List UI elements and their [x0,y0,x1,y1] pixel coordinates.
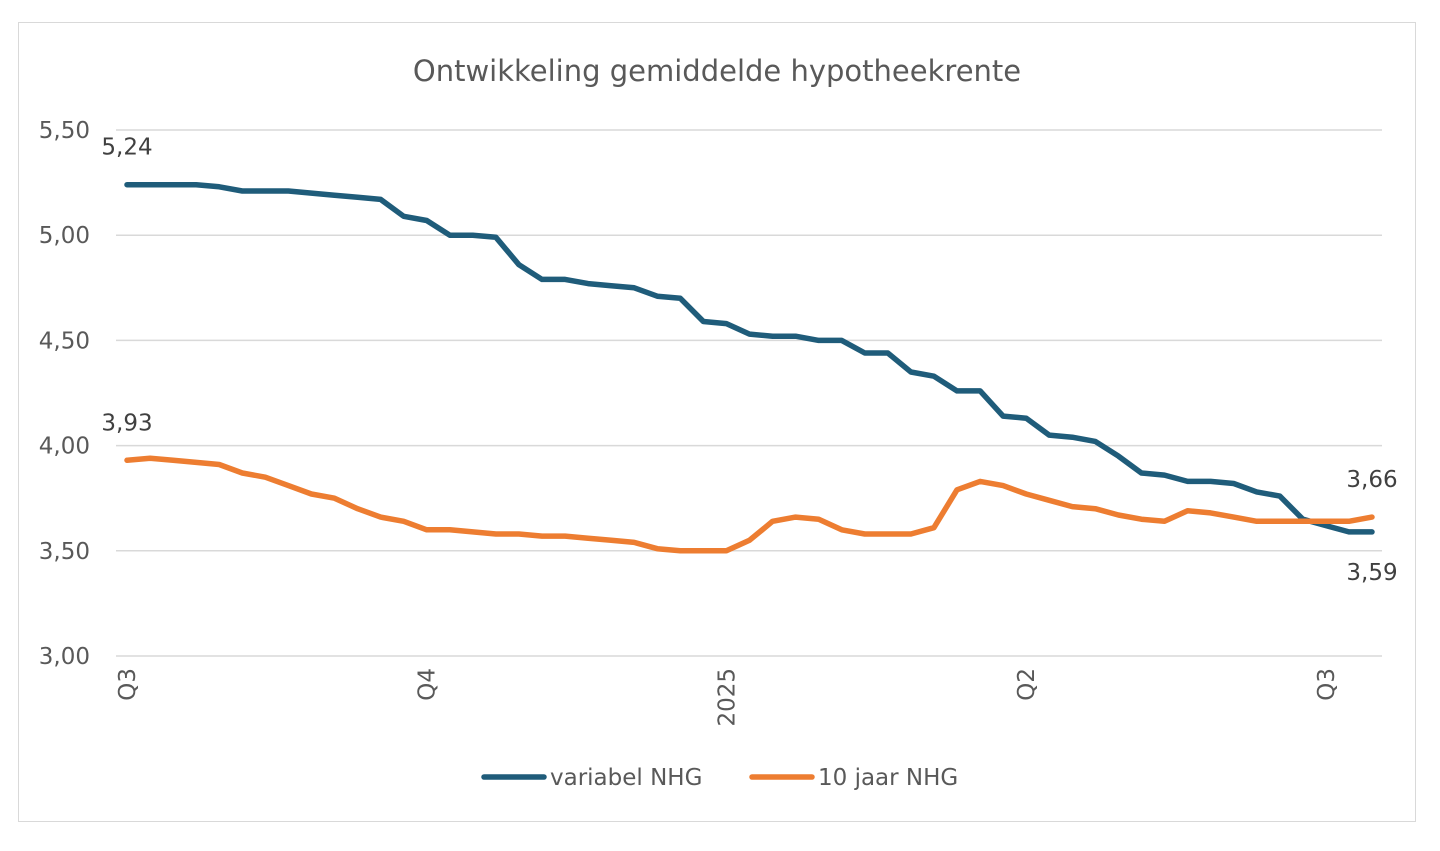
chart-title: Ontwikkeling gemiddelde hypotheekrente [413,54,1021,88]
x-tick-label: Q2 [1014,668,1040,701]
x-tick-label: 2025 [714,668,740,727]
y-tick-label: 3,00 [39,644,90,670]
legend-label: variabel NHG [550,765,702,791]
legend: variabel NHG 10 jaar NHG [481,765,958,791]
series-line-variabel-nhg [124,181,1375,535]
legend-label: 10 jaar NHG [818,765,958,791]
x-tick-label: Q4 [415,668,441,701]
series-line-10-jaar-nhg [124,455,1375,554]
y-tick-label: 3,50 [39,539,90,565]
x-tick-label: Q3 [115,668,141,701]
data-label: 3,66 [1346,467,1397,493]
y-axis-ticks: 3,00 3,50 4,00 4,50 5,00 5,50 [39,118,90,670]
data-labels: 5,24 3,93 3,66 3,59 [101,135,1397,586]
x-axis-ticks: Q3 Q4 2025 Q2 Q3 [115,668,1340,727]
y-tick-label: 4,50 [39,328,90,354]
y-tick-label: 4,00 [39,434,90,460]
legend-item: 10 jaar NHG [749,765,958,791]
data-label: 3,59 [1346,560,1397,586]
y-tick-label: 5,50 [39,118,90,144]
gridlines [116,129,1382,657]
chart-frame [18,22,1416,822]
x-tick-label: Q3 [1314,668,1340,701]
y-tick-label: 5,00 [39,223,90,249]
data-label: 5,24 [101,135,152,161]
data-label: 3,93 [101,410,152,436]
series-lines [124,181,1375,554]
legend-item: variabel NHG [481,765,702,791]
